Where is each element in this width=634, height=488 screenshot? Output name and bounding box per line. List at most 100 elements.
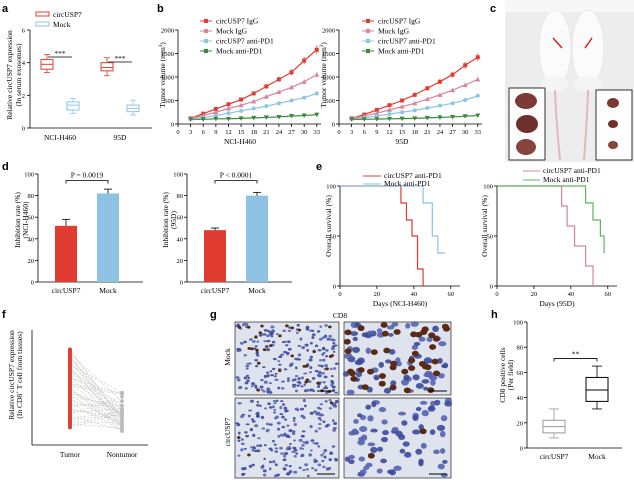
a-ytick-label: 2 [22,93,25,100]
g-nucleus [254,345,258,348]
g-nucleus [390,380,397,387]
g-ihc-tile-0 [234,321,340,396]
g-nucleus [243,340,247,344]
g-nucleus [236,323,240,327]
g-nucleus [281,415,285,419]
b-title-ncih460: NCI-H460 [224,137,256,146]
g-nucleus [264,344,269,349]
g-nucleus [325,355,329,358]
g-nucleus [268,390,273,394]
g-nucleus [255,364,259,368]
g-nucleus [254,386,258,389]
g-nucleus [293,446,297,450]
g-nucleus [269,370,273,373]
g-nucleus [346,389,355,396]
g-nucleus [274,378,279,381]
g-cd8-positive-cell [246,325,251,329]
f-nontumor-point [120,390,124,395]
g-nucleus [405,323,411,329]
g-nucleus [273,411,277,414]
b-point [412,100,418,106]
g-nucleus [270,449,274,452]
h-ytick-label: 20 [517,420,524,427]
g-nucleus [434,399,441,406]
g-nucleus [270,374,274,377]
g-nucleus [418,336,426,342]
g-nucleus [287,329,292,332]
g-nucleus [395,430,403,437]
panel-c-letter: c [490,3,496,15]
g-nucleus [259,385,264,389]
g-nucleus [252,433,256,437]
g-nucleus [388,333,394,337]
g-nucleus [391,427,399,432]
g-cd8-positive-cell [432,335,441,342]
g-nucleus [370,428,378,433]
d-ytick-label: 40 [28,236,35,243]
a-box-mock [126,99,140,116]
g-ihc-tile-3 [343,397,453,479]
g-cd8-positive-cell [305,364,309,368]
b-point [276,114,282,120]
g-nucleus [306,474,310,477]
b-point [437,79,442,84]
b-xtick-label: 24 [437,129,444,136]
g-nucleus [403,374,410,381]
g-nucleus [413,341,421,347]
g-nucleus [272,460,276,464]
b-legend-marker [366,49,370,53]
d-ytick-label: 0 [180,280,183,287]
g-nucleus [298,438,303,442]
g-nucleus [289,362,294,365]
f-pair-line [69,412,123,428]
g-nucleus [309,366,313,370]
g-cd8-positive-cell [401,368,409,375]
g-nucleus [321,353,325,357]
g-nucleus [359,469,367,475]
d-sig-bracket [214,180,258,184]
a-group-label-ncih460: NCI-H460 [44,133,76,142]
h-ytick-label: 0 [520,446,523,453]
g-cd8-positive-cell [389,364,397,371]
g-nucleus [319,403,324,406]
b-point [225,116,231,122]
g-cd8-positive-cell [316,381,320,385]
b-point [386,107,392,112]
g-nucleus [284,410,288,413]
g-nucleus [302,441,306,444]
g-nucleus [309,355,313,359]
b-ytick-label: 0 [332,122,335,129]
g-nucleus [301,430,306,433]
b-point [314,72,320,77]
g-nucleus [299,447,303,450]
g-cd8-positive-cell [312,350,316,354]
panel-f-letter: f [2,309,6,321]
g-cd8-positive-cell [260,324,264,328]
b-point [251,115,257,121]
b-legend-marker [204,39,208,43]
b-xtick-label: 24 [276,129,283,136]
g-cd8-positive-cell [255,348,259,352]
g-nucleus [332,341,336,345]
g-nucleus [267,402,271,406]
g-nucleus [383,387,392,394]
g-nucleus [284,418,288,421]
g-nucleus [301,346,305,349]
g-nucleus [254,424,259,428]
g-nucleus [319,418,322,422]
g-nucleus [268,382,273,385]
g-cd8-positive-cell [427,387,435,393]
g-nucleus [328,398,332,402]
g-nucleus [318,337,323,341]
g-nucleus [348,430,356,436]
g-nucleus [309,371,313,374]
g-nucleus [421,379,430,384]
e-ytick-label: 50 [330,234,337,241]
g-nucleus [311,335,315,339]
panel-e: e Overall survival (%) Overall survival … [316,161,617,308]
f-nontumor-point [120,403,124,408]
g-nucleus [415,448,423,455]
g-cd8-positive-cell [393,329,401,335]
g-nucleus [266,391,270,394]
b-ytick-label: 500 [164,98,174,105]
